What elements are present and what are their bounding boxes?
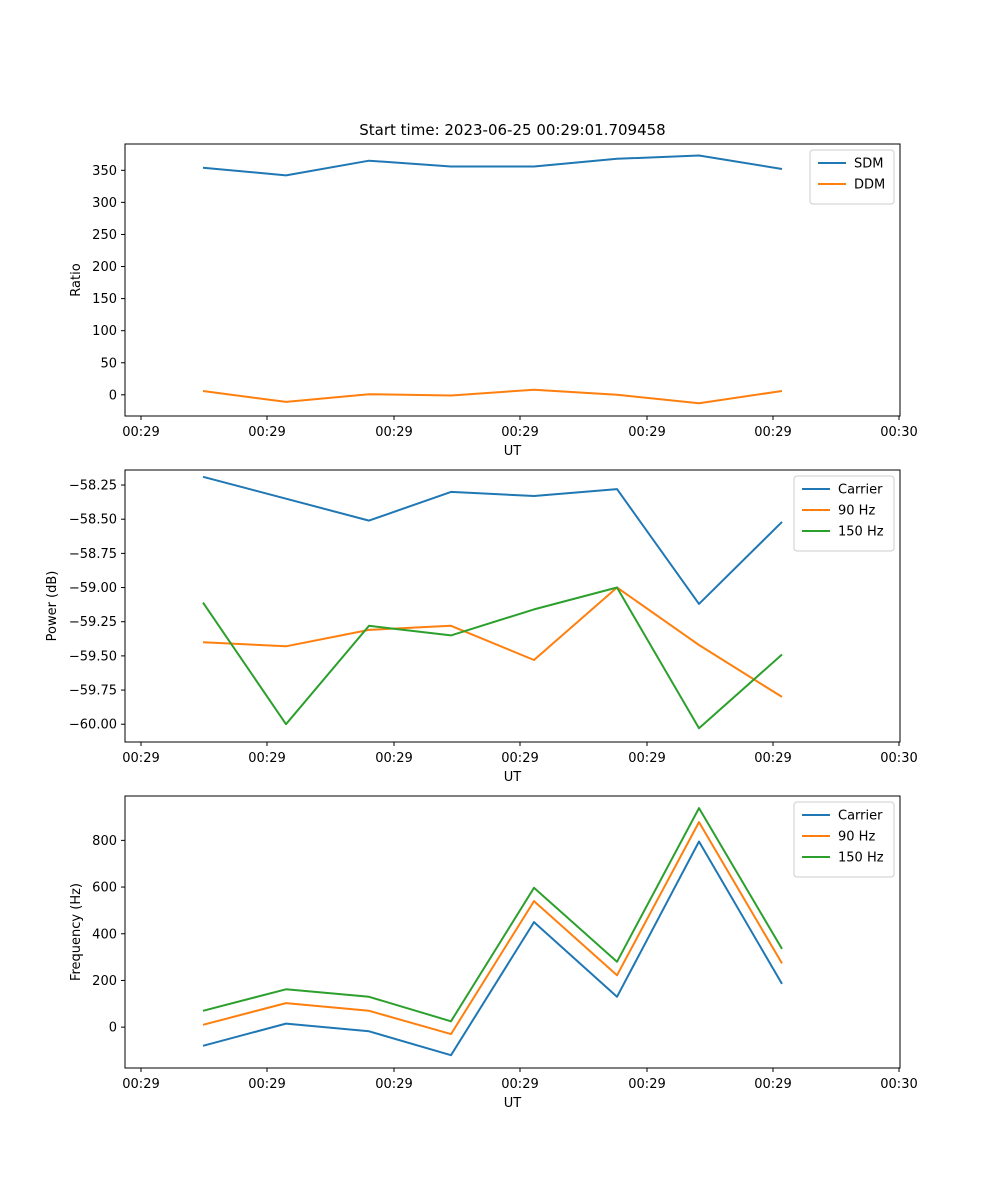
series-line-ddm [202,388,783,405]
subplots: 00:29 00:29 00:29 00:29 00:29 00:29 00:30 0 50 10… [45,143,918,1111]
legend-label: 90 Hz [838,830,875,845]
y-tick-label: 100 [92,324,117,339]
y-axis-label: Power (dB) [45,571,60,642]
legend-frame [793,801,895,878]
x-tick-label: 00:29 [628,1077,665,1092]
x-tick-label: 00:29 [754,425,791,440]
y-tick-label: −59.75 [69,684,117,699]
y-tick-label: 200 [92,974,117,989]
x-tick-label: 00:29 [248,1077,285,1092]
x-tick-label: 00:30 [880,1077,917,1092]
x-axis-label: UT [504,444,522,459]
y-tick-label: 50 [100,356,117,371]
y-tick-label: −58.75 [69,547,117,562]
figure-title: Start time: 2023-06-25 00:29:01.709458 [359,121,665,139]
series-line-150-hz [202,586,783,730]
y-tick-label: 150 [92,292,117,307]
axes-frame [124,143,901,417]
x-tick-label: 00:29 [122,751,159,766]
legend-label: SDM [854,157,883,172]
axes-frame [124,795,901,1069]
y-tick-label: 400 [92,927,117,942]
y-tick-label: −60.00 [69,718,117,733]
legend-frame [793,475,895,552]
y-tick-label: −59.00 [69,581,117,596]
x-tick-label: 00:29 [501,751,538,766]
subplot-2: 00:29 00:29 00:29 00:29 00:29 00:29 00:30 −60.0… [45,469,918,785]
legend: SDM DDM [809,149,895,205]
axes-frame [124,469,901,743]
y-tick-label: 800 [92,834,117,849]
legend-label: 150 Hz [838,525,884,540]
series-line-sdm [202,154,783,177]
y-tick-label: 0 [109,388,117,403]
x-tick-label: 00:29 [375,425,412,440]
y-tick-label: 0 [109,1021,117,1036]
y-tick-label: −58.25 [69,479,117,494]
legend-label: Carrier [838,483,883,498]
y-tick-label: 250 [92,228,117,243]
x-tick-label: 00:29 [501,425,538,440]
y-tick-label: 600 [92,881,117,896]
legend-label: 90 Hz [838,504,875,519]
x-tick-label: 00:29 [501,1077,538,1092]
legend: Carrier 90 Hz 150 Hz [793,801,895,878]
x-tick-label: 00:29 [375,1077,412,1092]
y-tick-label: 200 [92,260,117,275]
y-tick-label: 350 [92,164,117,179]
y-tick-label: −59.50 [69,649,117,664]
legend-label: 150 Hz [838,851,884,866]
y-tick-label: 300 [92,196,117,211]
x-tick-label: 00:30 [880,425,917,440]
x-tick-label: 00:29 [375,751,412,766]
x-axis-label: UT [504,770,522,785]
y-tick-label: −59.25 [69,615,117,630]
legend-label: DDM [854,178,885,193]
series-line-90-hz [202,821,783,1036]
subplot-1: 00:29 00:29 00:29 00:29 00:29 00:29 00:30 0 50 10… [69,143,918,459]
series-line-90-hz [202,586,783,698]
x-tick-label: 00:29 [248,751,285,766]
x-tick-label: 00:29 [122,1077,159,1092]
x-tick-label: 00:29 [628,425,665,440]
x-tick-label: 00:29 [628,751,665,766]
x-tick-label: 00:30 [880,751,917,766]
series-line-carrier [202,475,783,605]
legend-label: Carrier [838,809,883,824]
x-tick-label: 00:29 [754,1077,791,1092]
x-tick-label: 00:29 [248,425,285,440]
series-line-carrier [202,840,783,1057]
subplot-3: 00:29 00:29 00:29 00:29 00:29 00:29 00:30 0 200 4… [69,795,918,1111]
x-tick-label: 00:29 [754,751,791,766]
series-line-150-hz [202,807,783,1023]
y-tick-label: −58.50 [69,513,117,528]
x-axis-label: UT [504,1096,522,1111]
y-axis-label: Ratio [69,263,84,296]
y-axis-label: Frequency (Hz) [69,883,84,981]
legend: Carrier 90 Hz 150 Hz [793,475,895,552]
x-tick-label: 00:29 [122,425,159,440]
